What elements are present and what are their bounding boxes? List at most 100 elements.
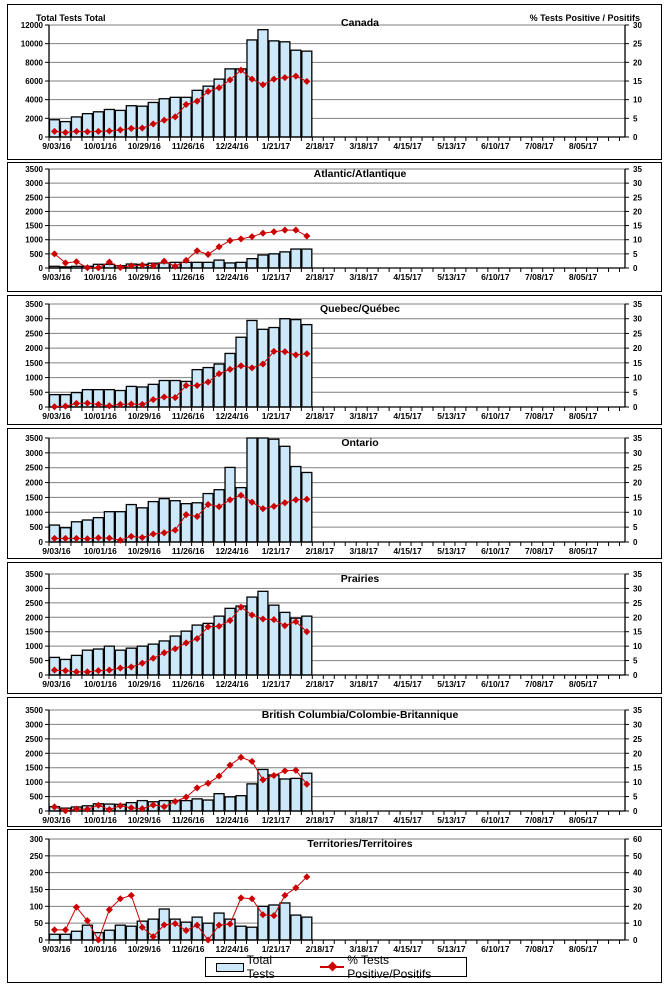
percent-positive-point (270, 771, 278, 780)
y2-tick-label: 15 (633, 493, 642, 502)
y-tick-label: 3000 (25, 720, 43, 729)
percent-positive-point (94, 534, 102, 542)
y2-tick-label: 15 (633, 359, 642, 368)
percent-positive-point (171, 920, 179, 928)
x-tick-label: 2/18/17 (306, 546, 335, 556)
x-tick-label: 2/18/17 (306, 272, 335, 282)
x-tick-label: 4/15/17 (393, 944, 422, 954)
x-tick-label: 3/18/17 (349, 141, 378, 151)
percent-positive-point (215, 503, 223, 511)
y2-tick-label: 5 (633, 388, 638, 397)
y-tick-label: 500 (30, 657, 44, 666)
y-tick-label: 0 (39, 671, 44, 680)
percent-positive-point (237, 753, 245, 761)
y-tick-label: 500 (30, 388, 44, 397)
y-tick-label: 2500 (25, 735, 43, 744)
percent-positive-point (182, 381, 190, 390)
chart-title: Quebec/Québec (320, 303, 400, 315)
percent-positive-point (303, 77, 311, 85)
percent-positive-point (160, 803, 168, 811)
y2-tick-label: 35 (633, 570, 642, 579)
percent-positive-point (149, 933, 157, 941)
percent-positive-point (105, 258, 113, 266)
y-tick-label: 0 (39, 133, 44, 142)
percent-positive-point (248, 75, 256, 83)
y-tick-label: 3000 (25, 179, 43, 188)
percent-positive-point (248, 233, 256, 241)
y-tick-label: 2000 (25, 114, 43, 123)
percent-positive-point (226, 761, 234, 769)
x-tick-label: 1/21/17 (262, 141, 291, 151)
percent-positive-point (193, 784, 201, 792)
percent-positive-point (149, 120, 157, 128)
percent-positive-point (149, 262, 157, 270)
percent-positive-point (259, 911, 267, 919)
percent-positive-point (248, 895, 256, 903)
y2-tick-label: 5 (633, 657, 638, 666)
percent-positive-point (292, 496, 300, 504)
percent-positive-point (226, 496, 234, 504)
x-tick-label: 9/03/16 (42, 546, 71, 556)
y2-tick-label: 25 (633, 464, 642, 473)
percent-positive-point (204, 501, 212, 509)
y-tick-label: 1000 (25, 778, 43, 787)
x-tick-label: 11/26/16 (172, 944, 205, 954)
percent-positive-point (83, 668, 91, 676)
y2-tick-label: 5 (633, 250, 638, 259)
percent-positive-point (281, 767, 289, 775)
bar (70, 930, 83, 941)
percent-positive-point (204, 779, 212, 787)
y-tick-label: 8000 (25, 58, 43, 67)
percent-positive-point (237, 235, 245, 243)
percent-positive-point (204, 936, 212, 944)
y2-tick-label: 30 (633, 584, 642, 593)
bar (59, 933, 72, 941)
percent-positive-point (50, 250, 59, 258)
y-tick-label: 250 (30, 852, 44, 861)
y-tick-label: 3000 (25, 584, 43, 593)
y2-tick-label: 0 (633, 671, 638, 680)
percent-positive-point (270, 616, 278, 624)
percent-positive-point (127, 124, 135, 132)
x-tick-label: 4/15/17 (393, 815, 422, 825)
x-tick-label: 10/01/16 (84, 411, 117, 421)
y-tick-label: 2500 (25, 599, 43, 608)
y2-tick-label: 10 (633, 236, 642, 245)
y-tick-label: 1500 (25, 628, 43, 637)
y2-tick-label: 25 (633, 329, 642, 338)
percent-positive-point (248, 757, 256, 765)
y2-tick-label: 15 (633, 628, 642, 637)
x-tick-label: 4/15/17 (393, 411, 422, 421)
percent-positive-point (292, 226, 300, 234)
percent-positive-point (83, 264, 91, 272)
x-tick-label: 6/10/17 (481, 141, 510, 151)
percent-positive-point (94, 801, 102, 809)
bar (103, 929, 115, 941)
y-tick-label: 12000 (21, 21, 44, 30)
y-tick-label: 2000 (25, 344, 43, 353)
y-tick-label: 0 (39, 538, 44, 547)
percent-positive-point (61, 402, 69, 410)
percent-positive-point (237, 603, 245, 611)
percent-positive-point (160, 921, 168, 929)
percent-positive-point (50, 127, 59, 135)
y-tick-label: 1000 (25, 508, 43, 517)
percent-positive-point (215, 772, 223, 780)
x-tick-label: 6/10/17 (481, 546, 510, 556)
y2-tick-label: 35 (633, 706, 642, 715)
y2-tick-label: 0 (633, 807, 638, 816)
percent-positive-point (248, 498, 256, 506)
y2-tick-label: 25 (633, 40, 642, 49)
y2-tick-label: 20 (633, 902, 642, 911)
y2-tick-label: 20 (633, 344, 642, 353)
y2-tick-label: 10 (633, 508, 642, 517)
x-tick-label: 3/18/17 (349, 272, 378, 282)
y-tick-label: 50 (34, 919, 43, 928)
percent-positive-point (281, 74, 289, 82)
x-tick-label: 7/08/17 (525, 272, 554, 282)
y-tick-label: 0 (39, 264, 44, 273)
